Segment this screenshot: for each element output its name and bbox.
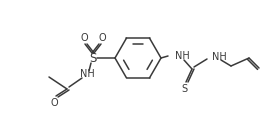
Text: O: O: [80, 33, 88, 43]
Text: S: S: [181, 84, 187, 94]
Text: NH: NH: [175, 51, 190, 61]
Text: O: O: [50, 98, 58, 108]
Text: S: S: [89, 51, 97, 65]
Text: O: O: [98, 33, 106, 43]
Text: NH: NH: [80, 69, 94, 79]
Text: NH: NH: [212, 52, 227, 62]
